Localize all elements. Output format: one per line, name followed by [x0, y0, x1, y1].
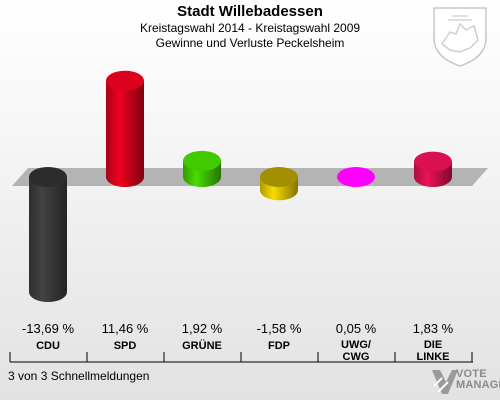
- bar-top-cap-3: [260, 167, 298, 187]
- bar-bottom-cap-2: [183, 167, 221, 187]
- category-label-5-line-1: LINKE: [417, 351, 450, 363]
- logo-line-2: MANAGER: [456, 379, 500, 391]
- chart-subtitle-election: Kreistagswahl 2014 - Kreistagswahl 2009: [139, 21, 361, 35]
- category-label-0: CDU: [36, 340, 60, 352]
- chart-title: Stadt Willebadessen: [177, 3, 323, 20]
- category-label-3: FDP: [268, 340, 290, 352]
- logo-line-1: VOTE: [456, 368, 487, 380]
- category-label-1: SPD: [114, 340, 137, 352]
- votemanager-logo: [432, 370, 458, 394]
- bar-1: [106, 80, 144, 177]
- value-label-2: 1,92 %: [182, 321, 223, 336]
- bar-bottom-cap-1: [106, 167, 144, 187]
- value-label-3: -1,58 %: [257, 321, 302, 336]
- bar-bottom-cap-5: [414, 167, 452, 187]
- bar-top-cap-2: [183, 150, 221, 171]
- bar-top-cap-0: [29, 167, 67, 187]
- value-label-0: -13,69 %: [22, 321, 74, 336]
- value-label-1: 11,46 %: [102, 321, 149, 336]
- logo-wordmark: VOTE MANAGER: [456, 369, 500, 391]
- chart-subtitle-district: Gewinne und Verluste Peckelsheim: [155, 36, 345, 50]
- bar-top-cap-1: [106, 70, 144, 91]
- bar-bottom-cap-0: [29, 282, 67, 302]
- category-label-5-line-0: DIE: [424, 339, 442, 351]
- bar-4: [337, 167, 375, 187]
- value-label-5: 1,83 %: [413, 321, 454, 336]
- bar-0: [29, 177, 67, 292]
- category-label-2: GRÜNE: [182, 339, 222, 352]
- coat-of-arms-icon: [433, 7, 487, 67]
- category-label-4-line-1: CWG: [343, 351, 370, 363]
- bar-top-cap-5: [414, 151, 452, 172]
- category-label-4-line-0: UWG/: [341, 339, 371, 351]
- report-status: 3 von 3 Schnellmeldungen: [8, 369, 150, 383]
- value-label-4: 0,05 %: [336, 321, 377, 336]
